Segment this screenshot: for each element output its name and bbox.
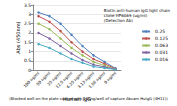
svg-text:0.25: 0.25 xyxy=(155,29,165,34)
svg-text:0.5: 0.5 xyxy=(24,58,31,63)
svg-text:3.5: 3.5 xyxy=(24,3,31,8)
svg-text:6.25 ng/ml: 6.25 ng/ml xyxy=(65,70,85,90)
svg-text:0: 0 xyxy=(28,68,31,73)
svg-text:0 ng/ml: 0 ng/ml xyxy=(103,71,117,85)
svg-text:3: 3 xyxy=(28,12,31,17)
svg-text:25 ng/ml: 25 ng/ml xyxy=(46,70,63,87)
svg-text:1: 1 xyxy=(28,49,31,54)
svg-text:2: 2 xyxy=(28,30,31,35)
svg-text:clone HP6069 (ug/ml): clone HP6069 (ug/ml) xyxy=(103,13,148,18)
svg-text:1.56 ng/ml: 1.56 ng/ml xyxy=(87,70,107,90)
svg-text:1.5: 1.5 xyxy=(24,40,31,45)
svg-text:0.063: 0.063 xyxy=(155,43,168,48)
svg-text:50 ng/ml: 50 ng/ml xyxy=(35,70,52,87)
svg-text:0.125: 0.125 xyxy=(155,36,168,41)
svg-text:(Blocked well on the plate coa: (Blocked well on the plate coated with 1… xyxy=(9,96,168,101)
svg-text:(Detection Ab): (Detection Ab) xyxy=(104,18,134,23)
svg-text:100 ng/ml: 100 ng/ml xyxy=(22,70,41,89)
svg-text:Biotin anti-human IgG light ch: Biotin anti-human IgG light chain xyxy=(103,8,170,13)
svg-text:0.031: 0.031 xyxy=(155,50,168,55)
svg-text:12.5 ng/ml: 12.5 ng/ml xyxy=(54,70,74,90)
svg-text:0.016: 0.016 xyxy=(155,57,168,62)
svg-text:3.13 ng/ml: 3.13 ng/ml xyxy=(76,70,96,90)
svg-text:Abs (450nm): Abs (450nm) xyxy=(15,21,21,53)
svg-text:2.5: 2.5 xyxy=(24,21,31,26)
